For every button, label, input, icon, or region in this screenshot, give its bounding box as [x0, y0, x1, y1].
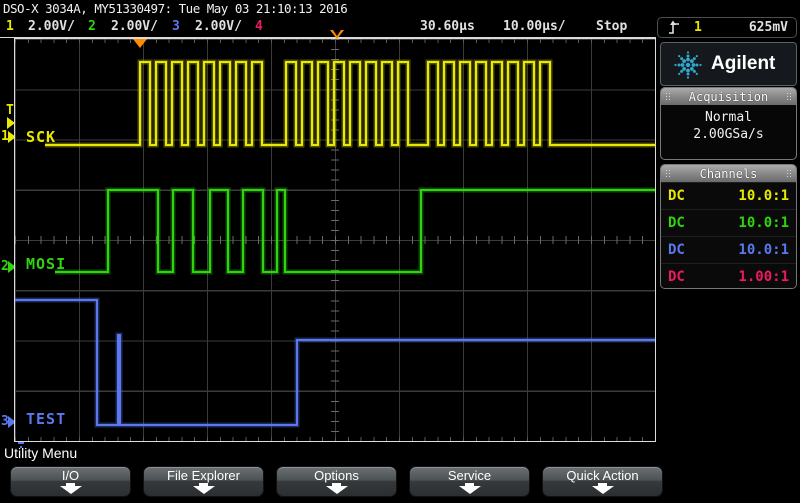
channel-row: DC 1.00:1: [661, 263, 796, 288]
ch1-trace-label: SCK: [26, 128, 57, 146]
channel-probe-ratio: 10.0:1: [738, 242, 789, 258]
center-vertical-ticks: [331, 39, 339, 441]
channel-coupling: DC: [668, 215, 685, 231]
acquisition-title: Acquisition: [688, 89, 769, 104]
trigger-level-marker-label[interactable]: T: [6, 103, 14, 118]
down-arrow-icon: [591, 483, 614, 494]
ch2-number[interactable]: 2: [88, 19, 96, 34]
channels-panel-header[interactable]: Channels: [661, 165, 796, 182]
ch1-number[interactable]: 1: [6, 19, 14, 34]
grip-left-icon[interactable]: [665, 169, 671, 178]
down-arrow-icon: [458, 483, 481, 494]
sck-trace: [45, 61, 655, 146]
mosi-trace-fuzz: [55, 187, 655, 275]
channel-coupling: DC: [668, 269, 685, 285]
mosi-trace: [55, 189, 655, 273]
rising-edge-icon: [669, 20, 679, 34]
trigger-time-marker-icon[interactable]: [133, 39, 147, 48]
grip-right-icon[interactable]: [785, 169, 792, 178]
ch3-scale[interactable]: 2.00V/: [195, 19, 242, 34]
softkey-label: Options: [314, 468, 359, 483]
waveform-display: SCK MOSI TEST: [14, 38, 656, 442]
channels-title: Channels: [699, 166, 758, 181]
ch3-trace-label: TEST: [26, 410, 67, 428]
ch2-ground-marker-label[interactable]: 2: [1, 259, 9, 274]
trigger-source: 1: [694, 20, 702, 35]
brand-name: Agilent: [711, 53, 776, 74]
bottom-edge-ticks: [15, 437, 655, 441]
time-reference-marker-icon[interactable]: [330, 30, 344, 58]
acquisition-panel: Acquisition Normal 2.00GSa/s: [660, 87, 797, 160]
softkey-service[interactable]: Service: [409, 466, 530, 497]
channel-row: DC 10.0:1: [661, 209, 796, 236]
sample-rate: 2.00GSa/s: [693, 127, 764, 142]
softkey-io[interactable]: I/O: [10, 466, 131, 497]
softkey-quick-action[interactable]: Quick Action: [542, 466, 663, 497]
status-divider: [0, 37, 656, 38]
trigger-level: 625mV: [748, 20, 788, 35]
channel-row: DC 10.0:1: [661, 236, 796, 263]
channel-coupling: DC: [668, 242, 685, 258]
ch2-scale[interactable]: 2.00V/: [111, 19, 158, 34]
ch1-ground-marker-label[interactable]: 1: [1, 129, 9, 144]
softkey-label: File Explorer: [167, 468, 240, 483]
grip-left-icon[interactable]: [665, 92, 671, 101]
trigger-readout-box: 1 625mV: [657, 17, 797, 38]
channel-row: DC 10.0:1: [661, 182, 796, 209]
grip-right-icon[interactable]: [785, 92, 792, 101]
waveform-svg: [15, 59, 655, 428]
channels-panel: Channels DC 10.0:1 DC 10.0:1 DC 10.0:1 D…: [660, 164, 797, 289]
softkey-label: I/O: [61, 468, 80, 483]
instrument-title: DSO-X 3034A, MY51330497: Tue May 03 21:1…: [3, 1, 348, 16]
down-arrow-icon: [192, 483, 215, 494]
ch1-ground-arrow-icon[interactable]: [8, 131, 16, 143]
softkey-file-explorer[interactable]: File Explorer: [143, 466, 264, 497]
acquisition-panel-header[interactable]: Acquisition: [661, 88, 796, 105]
acquisition-mode: Normal: [705, 110, 752, 125]
down-arrow-icon: [325, 483, 348, 494]
delay-readout: 30.60µs: [420, 19, 475, 34]
softkey-label: Service: [447, 468, 492, 483]
channel-coupling: DC: [668, 188, 685, 204]
ch3-number[interactable]: 3: [172, 19, 180, 34]
test-trace: [15, 299, 655, 426]
ch2-trace-label: MOSI: [26, 255, 67, 273]
channel-probe-ratio: 10.0:1: [738, 215, 789, 231]
down-arrow-icon: [59, 483, 82, 494]
run-state: Stop: [596, 19, 628, 34]
ch3-ground-marker-label[interactable]: 3: [1, 414, 9, 429]
test-trace-fuzz: [15, 297, 655, 428]
timebase-readout: 10.00µs/: [503, 19, 566, 34]
softkey-label: Quick Action: [566, 468, 639, 483]
ch2-ground-arrow-icon[interactable]: [8, 261, 16, 273]
agilent-spark-icon: [674, 51, 702, 79]
ch1-scale[interactable]: 2.00V/: [28, 19, 75, 34]
menu-title: Utility Menu: [4, 445, 78, 461]
ch4-number[interactable]: 4: [255, 19, 263, 34]
brand-panel: Agilent: [660, 42, 797, 86]
ch3-ground-arrow-icon[interactable]: [8, 416, 16, 428]
softkey-options[interactable]: Options: [276, 466, 397, 497]
channel-probe-ratio: 10.0:1: [738, 188, 789, 204]
trigger-level-arrow-icon[interactable]: [7, 117, 15, 129]
channel-probe-ratio: 1.00:1: [738, 269, 789, 285]
